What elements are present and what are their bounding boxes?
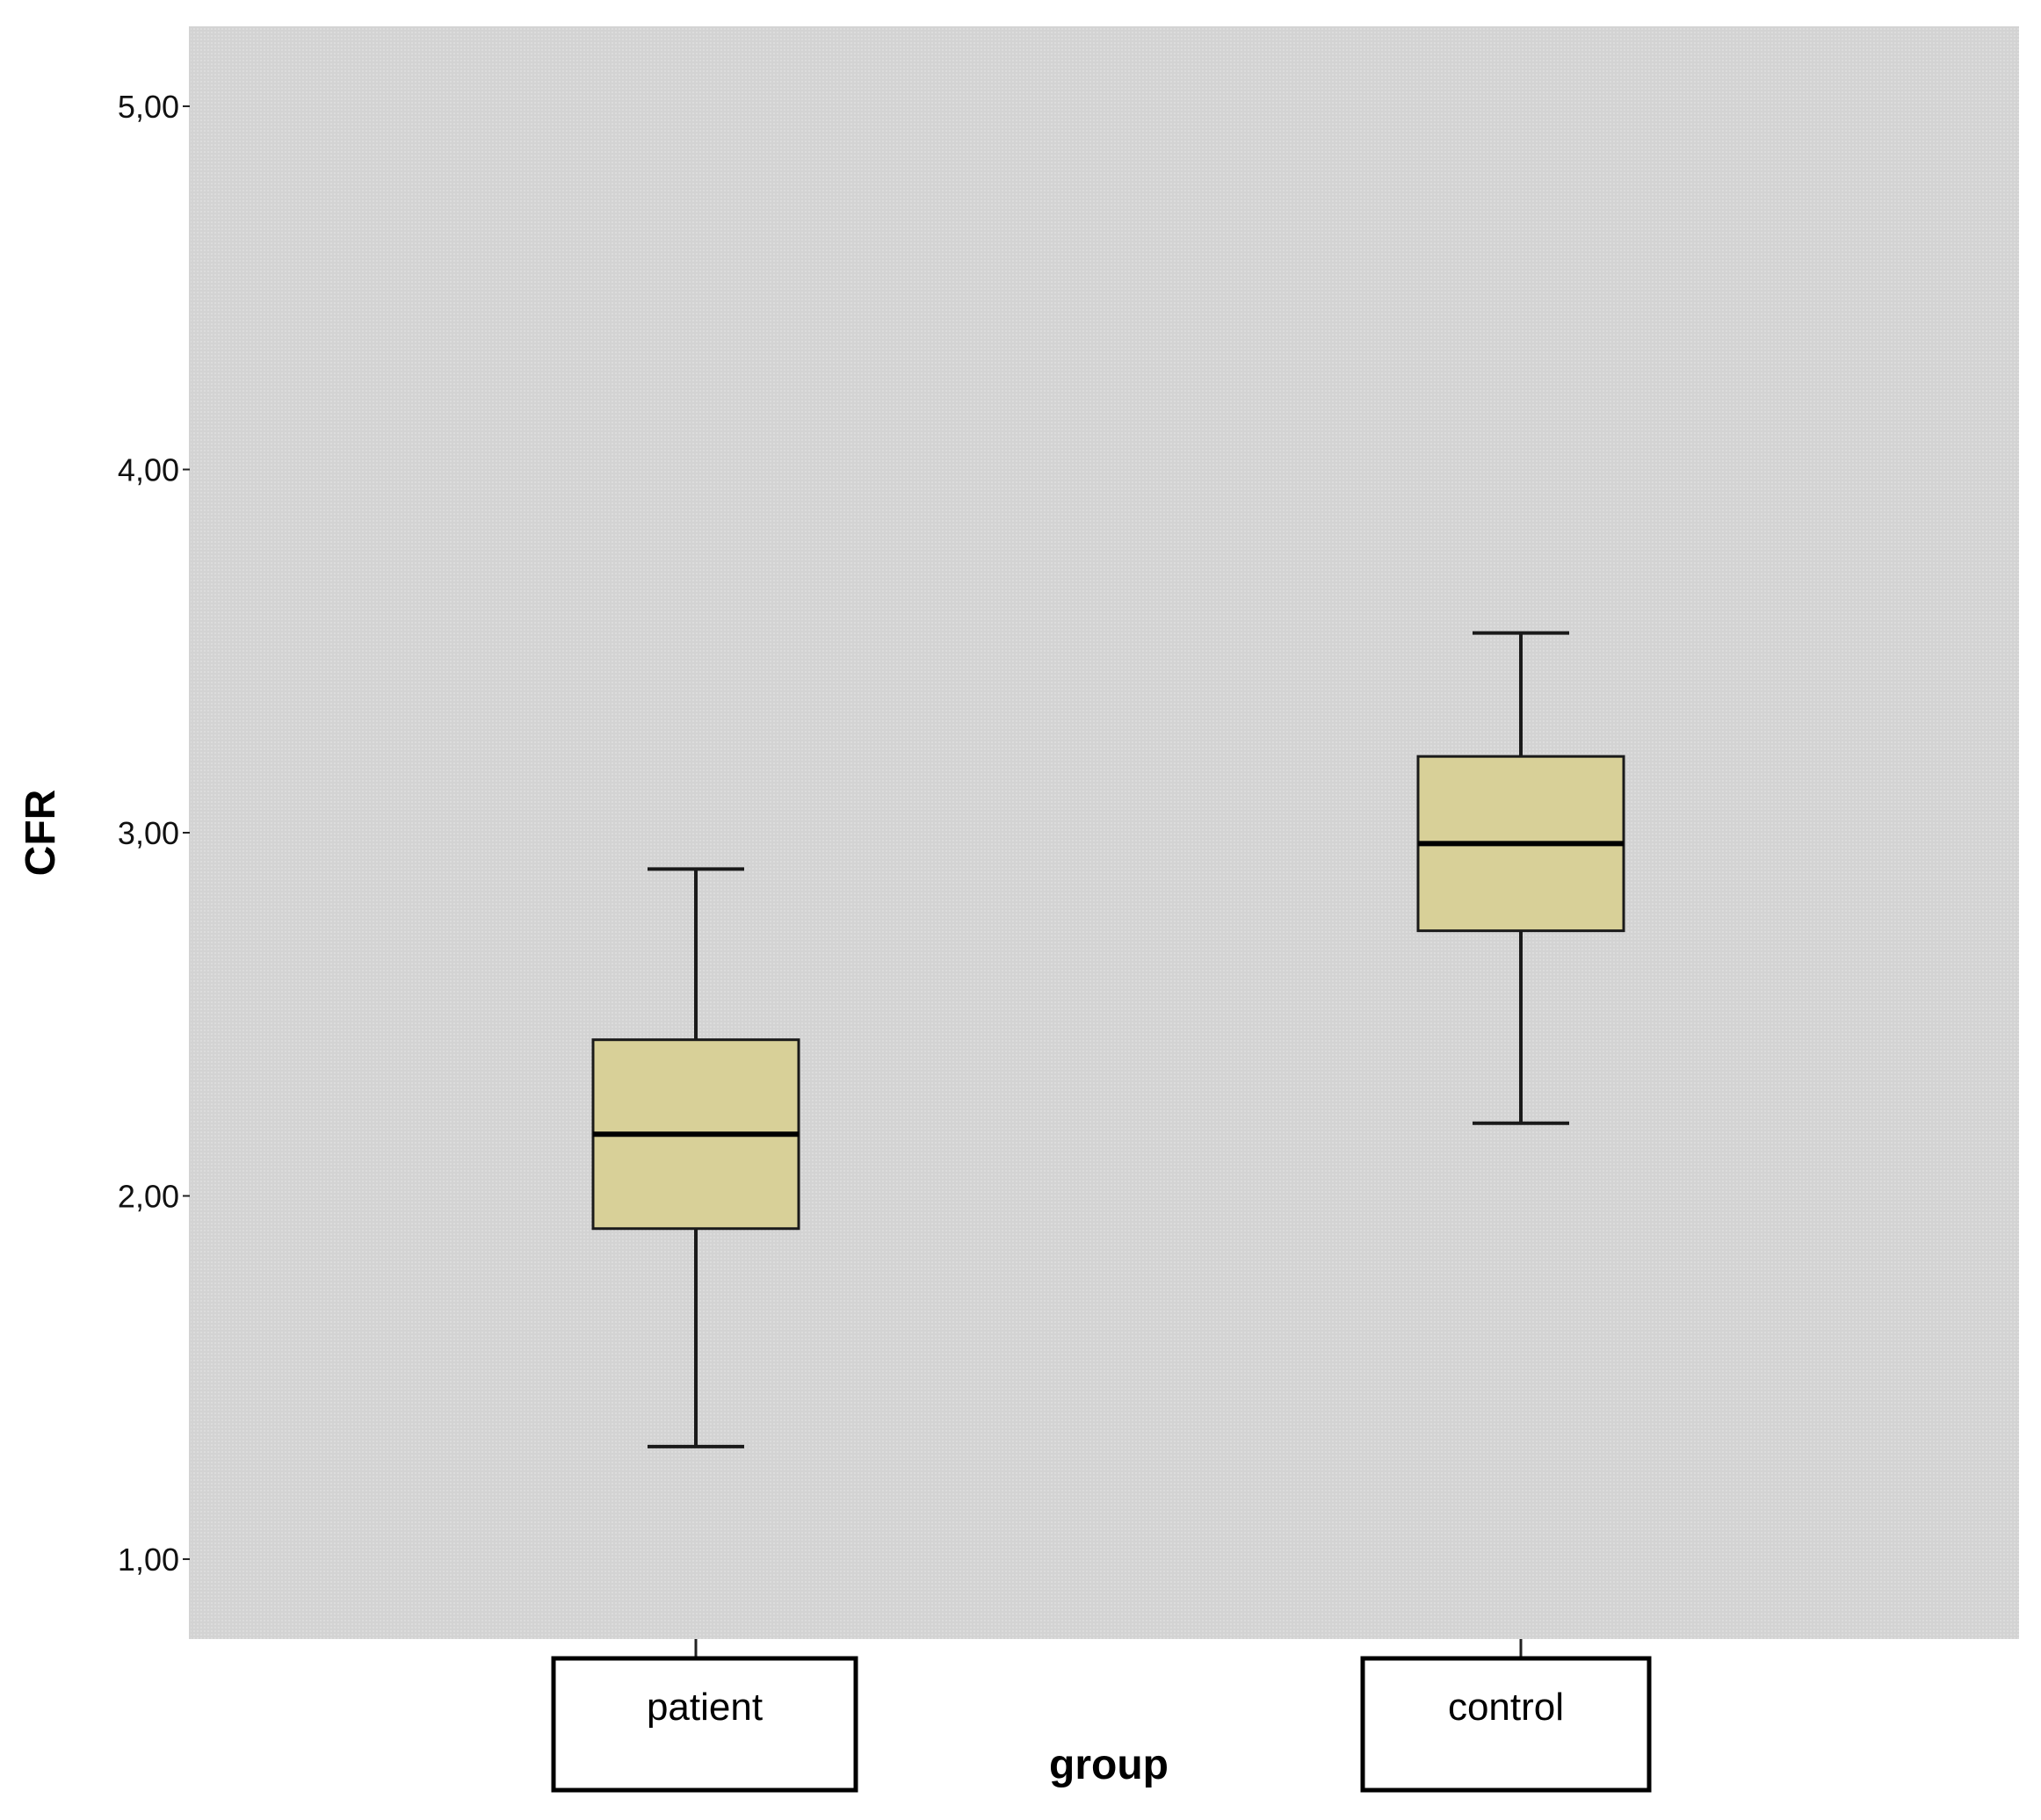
y-tick-label: 4,00 xyxy=(118,451,179,488)
boxes xyxy=(591,631,1625,1448)
box-patient xyxy=(591,867,800,1448)
category-label-frame xyxy=(1360,1656,1652,1793)
category-label-frame xyxy=(551,1656,858,1793)
y-tick-label: 2,00 xyxy=(118,1179,179,1215)
x-axis-title: group xyxy=(1049,1742,1169,1788)
category-labels: patient control xyxy=(551,1656,1652,1793)
y-tick-label: 3,00 xyxy=(118,815,179,851)
category-label-group: control xyxy=(1360,1656,1652,1793)
category-label: patient xyxy=(647,1686,763,1729)
category-label: control xyxy=(1448,1686,1564,1729)
y-axis-title: CFR xyxy=(18,790,64,877)
plot-area xyxy=(190,26,2019,1639)
box-control xyxy=(1416,631,1625,1125)
category-label-group: patient xyxy=(551,1656,858,1793)
x-ticks xyxy=(694,1639,1523,1657)
y-tick-label: 5,00 xyxy=(118,89,179,125)
y-tick-label: 1,00 xyxy=(118,1542,179,1578)
y-ticks: 1,00 2,00 3,00 4,00 5,00 xyxy=(118,89,190,1578)
